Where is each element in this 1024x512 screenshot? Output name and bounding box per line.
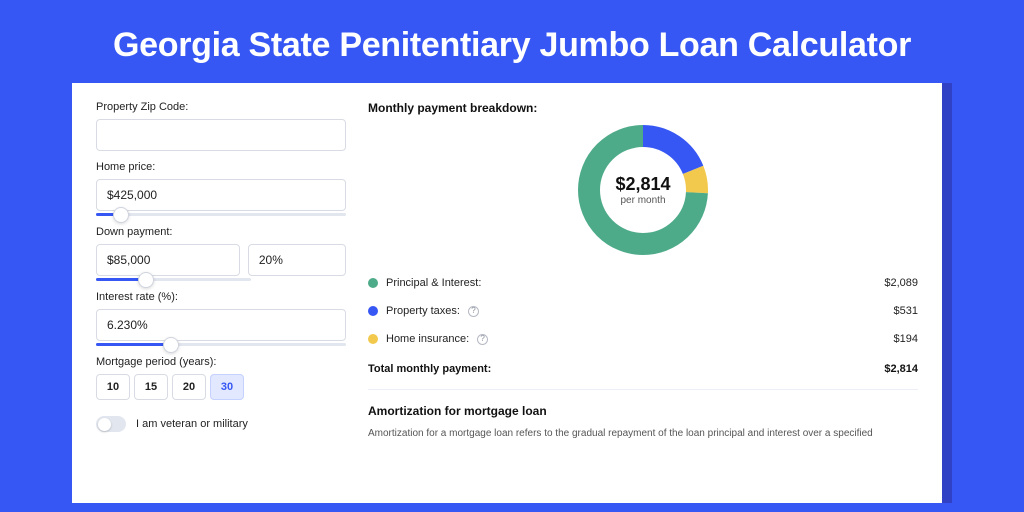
- legend-row-principal_interest: Principal & Interest: $2,089: [368, 269, 918, 297]
- legend-value-property_taxes: $531: [894, 305, 918, 317]
- mortgage-period-group: 10152030: [96, 374, 346, 400]
- legend-swatch-home_insurance: [368, 334, 378, 344]
- donut-center-sub: per month: [620, 195, 665, 206]
- total-value: $2,814: [884, 363, 918, 375]
- legend-row-home_insurance: Home insurance:? $194: [368, 325, 918, 353]
- legend-swatch-property_taxes: [368, 306, 378, 316]
- donut-center: $2,814 per month: [578, 125, 708, 255]
- interest-rate-label: Interest rate (%):: [96, 291, 346, 303]
- legend-label-property_taxes: Property taxes:: [386, 305, 460, 317]
- info-icon[interactable]: ?: [477, 334, 488, 345]
- veteran-toggle-label: I am veteran or military: [136, 418, 248, 430]
- form-panel: Property Zip Code: Home price: Down paym…: [96, 101, 346, 503]
- card-shadow: Property Zip Code: Home price: Down paym…: [72, 83, 952, 503]
- mortgage-period-30[interactable]: 30: [210, 374, 244, 400]
- total-row: Total monthly payment: $2,814: [368, 353, 918, 389]
- down-payment-slider-thumb[interactable]: [138, 272, 154, 288]
- legend-value-home_insurance: $194: [894, 333, 918, 345]
- zip-label: Property Zip Code:: [96, 101, 346, 113]
- mortgage-period-15[interactable]: 15: [134, 374, 168, 400]
- calculator-card: Property Zip Code: Home price: Down paym…: [72, 83, 942, 503]
- home-price-label: Home price:: [96, 161, 346, 173]
- legend-row-property_taxes: Property taxes:? $531: [368, 297, 918, 325]
- mortgage-period-10[interactable]: 10: [96, 374, 130, 400]
- total-label: Total monthly payment:: [368, 363, 491, 375]
- mortgage-period-20[interactable]: 20: [172, 374, 206, 400]
- legend-value-principal_interest: $2,089: [884, 277, 918, 289]
- amortization-text: Amortization for a mortgage loan refers …: [368, 426, 918, 441]
- interest-rate-slider-thumb[interactable]: [163, 337, 179, 353]
- amortization-section: Amortization for mortgage loan Amortizat…: [368, 389, 918, 441]
- info-icon[interactable]: ?: [468, 306, 479, 317]
- breakdown-title: Monthly payment breakdown:: [368, 101, 918, 115]
- donut-center-amount: $2,814: [615, 174, 670, 195]
- down-payment-label: Down payment:: [96, 226, 346, 238]
- breakdown-panel: Monthly payment breakdown: $2,814 per mo…: [368, 101, 918, 503]
- down-payment-slider[interactable]: [96, 278, 251, 281]
- legend: Principal & Interest: $2,089 Property taxe…: [368, 269, 918, 353]
- donut-chart: $2,814 per month: [368, 125, 918, 255]
- down-payment-percent-input[interactable]: [248, 244, 346, 276]
- zip-input[interactable]: [96, 119, 346, 151]
- page-title: Georgia State Penitentiary Jumbo Loan Ca…: [0, 0, 1024, 83]
- legend-label-home_insurance: Home insurance:: [386, 333, 469, 345]
- mortgage-period-label: Mortgage period (years):: [96, 356, 346, 368]
- veteran-toggle-knob: [98, 418, 111, 431]
- legend-swatch-principal_interest: [368, 278, 378, 288]
- legend-label-principal_interest: Principal & Interest:: [386, 277, 481, 289]
- home-price-slider[interactable]: [96, 213, 346, 216]
- veteran-toggle[interactable]: [96, 416, 126, 432]
- down-payment-amount-input[interactable]: [96, 244, 240, 276]
- home-price-input[interactable]: [96, 179, 346, 211]
- interest-rate-slider[interactable]: [96, 343, 346, 346]
- home-price-slider-thumb[interactable]: [113, 207, 129, 223]
- interest-rate-input[interactable]: [96, 309, 346, 341]
- amortization-title: Amortization for mortgage loan: [368, 404, 918, 418]
